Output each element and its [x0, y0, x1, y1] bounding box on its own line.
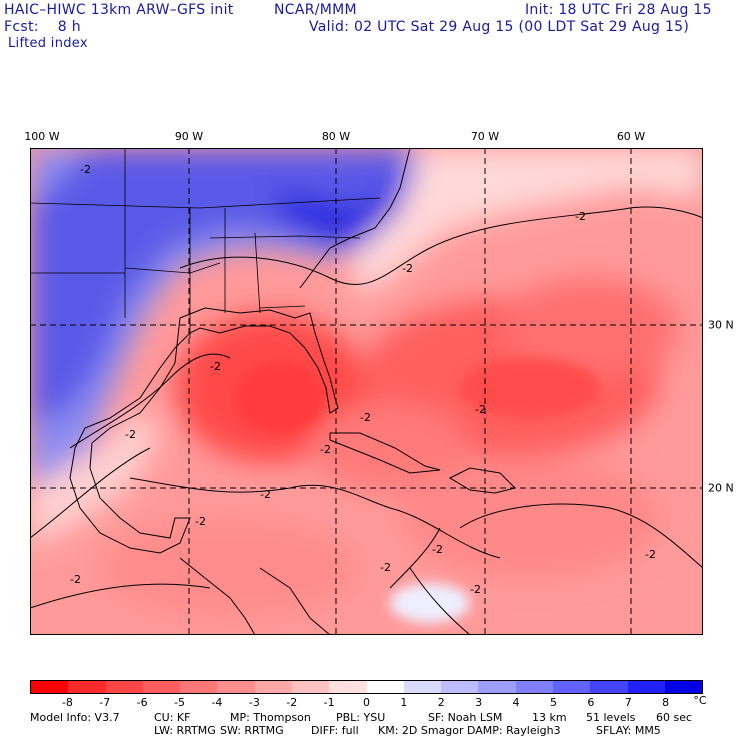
scale-swatch: [180, 681, 218, 693]
contour-lines: [30, 206, 703, 635]
footer-damp: DAMP: Rayleigh3: [467, 724, 561, 737]
contour-label: -2: [475, 403, 486, 416]
scale-swatch: [403, 681, 442, 693]
footer-km: KM: 2D Smagor: [378, 724, 464, 737]
contour-label: -2: [645, 548, 656, 561]
scale-swatch: [217, 681, 255, 693]
footer-pbl: PBL: YSU: [336, 711, 386, 724]
contour-label: -2: [432, 543, 443, 556]
scale-swatch: [105, 681, 143, 693]
lifted-index-map: -2 -2 -2 -2 -2 -2 -2 -2 -2 -2 -2 -2 -2 -…: [30, 148, 703, 635]
scale-tick-label: -5: [174, 696, 186, 709]
scale-tick-label: -8: [61, 696, 73, 709]
contour-label: -2: [470, 583, 481, 596]
field-name: Lifted index: [8, 36, 88, 51]
scale-tick-label: -3: [248, 696, 260, 709]
scale-swatch: [254, 681, 292, 693]
scale-swatch: [590, 681, 628, 693]
scale-swatch: [291, 681, 330, 693]
contour-label: -2: [320, 443, 331, 456]
valid-time: Valid: 02 UTC Sat 29 Aug 15 (00 LDT Sat …: [309, 19, 690, 35]
footer-lw: LW: RRTMG: [154, 724, 216, 737]
footer-model-info: Model Info: V3.7: [30, 711, 120, 724]
scale-swatch: [552, 681, 591, 693]
scale-tick-label: -6: [136, 696, 148, 709]
lon-label-60w: 60 W: [616, 130, 646, 143]
scale-tick-label: 7: [624, 696, 632, 709]
contour-label: -2: [380, 561, 391, 574]
scale-tick-label: 2: [437, 696, 445, 709]
contour-label-group: -2 -2 -2 -2 -2 -2 -2 -2 -2 -2 -2 -2 -2 -…: [70, 163, 656, 596]
contour-label: -2: [125, 428, 136, 441]
scale-tick-label: 3: [475, 696, 483, 709]
scale-swatch: [627, 681, 665, 693]
footer-mp: MP: Thompson: [230, 711, 311, 724]
latlon-grid: [30, 148, 703, 635]
lat-label-30n: 30 N: [708, 318, 734, 332]
field-strong-core-gulf: [235, 363, 325, 433]
lon-label-70w: 70 W: [470, 130, 500, 143]
scale-swatch: [142, 681, 181, 693]
lon-label-100w: 100 W: [24, 130, 60, 143]
footer-sflay: SFLAY: MM5: [596, 724, 661, 737]
map-canvas: -2 -2 -2 -2 -2 -2 -2 -2 -2 -2 -2 -2 -2 -…: [30, 148, 703, 635]
scale-tick-label: -4: [211, 696, 223, 709]
contour-label: -2: [195, 515, 206, 528]
scale-tick-label: 5: [549, 696, 557, 709]
scale-tick-label: -7: [99, 696, 111, 709]
field-neutral-mexico: [30, 408, 160, 548]
org-label: NCAR/MMM: [274, 2, 357, 18]
lon-label-80w: 80 W: [321, 130, 351, 143]
scale-swatch: [515, 681, 553, 693]
scale-swatch: [68, 681, 106, 693]
footer-diff: DIFF: full: [311, 724, 359, 737]
contour-label: -2: [402, 262, 413, 275]
coastlines: [69, 148, 516, 635]
scale-swatch: [329, 681, 367, 693]
scale-tick-label: 8: [662, 696, 670, 709]
scale-tick-label: 1: [400, 696, 408, 709]
scale-tick-label: 4: [512, 696, 520, 709]
contour-label: -2: [70, 573, 81, 586]
field-strong-core-atlantic: [460, 358, 600, 418]
footer-resolution: 13 km: [532, 711, 567, 724]
scale-tick-label: -1: [323, 696, 335, 709]
lat-label-20n: 20 N: [708, 481, 734, 495]
init-time: Init: 18 UTC Fri 28 Aug 15: [525, 2, 712, 18]
scale-swatch: [441, 681, 479, 693]
scale-tick-label: 6: [587, 696, 595, 709]
scale-unit: °C: [693, 694, 707, 707]
state-borders: [30, 148, 381, 338]
contour-label: -2: [360, 411, 371, 424]
forecast-hour: Fcst: 8 h: [4, 19, 81, 35]
scale-swatch: [478, 681, 516, 693]
color-scale-bar: [30, 680, 703, 694]
scale-swatch: [31, 681, 69, 693]
field-neutral-atlantic: [350, 148, 703, 298]
footer-timestep: 60 sec: [656, 711, 693, 724]
field-unstable-east: [500, 278, 680, 378]
footer-sw: SW: RRTMG: [220, 724, 284, 737]
map-frame: [30, 148, 703, 635]
footer-sf: SF: Noah LSM: [428, 711, 503, 724]
scale-tick-label: -2: [286, 696, 298, 709]
scale-swatch: [664, 681, 703, 693]
contour-label: -2: [80, 163, 91, 176]
scale-swatch: [366, 681, 404, 693]
contour-label: -2: [260, 488, 271, 501]
field-unstable-central-america: [100, 518, 360, 618]
model-title: HAIC–HIWC 13km ARW–GFS init: [4, 2, 234, 18]
contour-label: -2: [210, 360, 221, 373]
contour-label: -2: [575, 210, 586, 223]
lon-label-90w: 90 W: [174, 130, 204, 143]
field-stable-patch-south: [390, 583, 470, 623]
footer-cu: CU: KF: [154, 711, 191, 724]
scale-tick-label: 0: [363, 696, 370, 709]
footer-levels: 51 levels: [586, 711, 636, 724]
field-unstable-caribbean: [400, 458, 660, 578]
